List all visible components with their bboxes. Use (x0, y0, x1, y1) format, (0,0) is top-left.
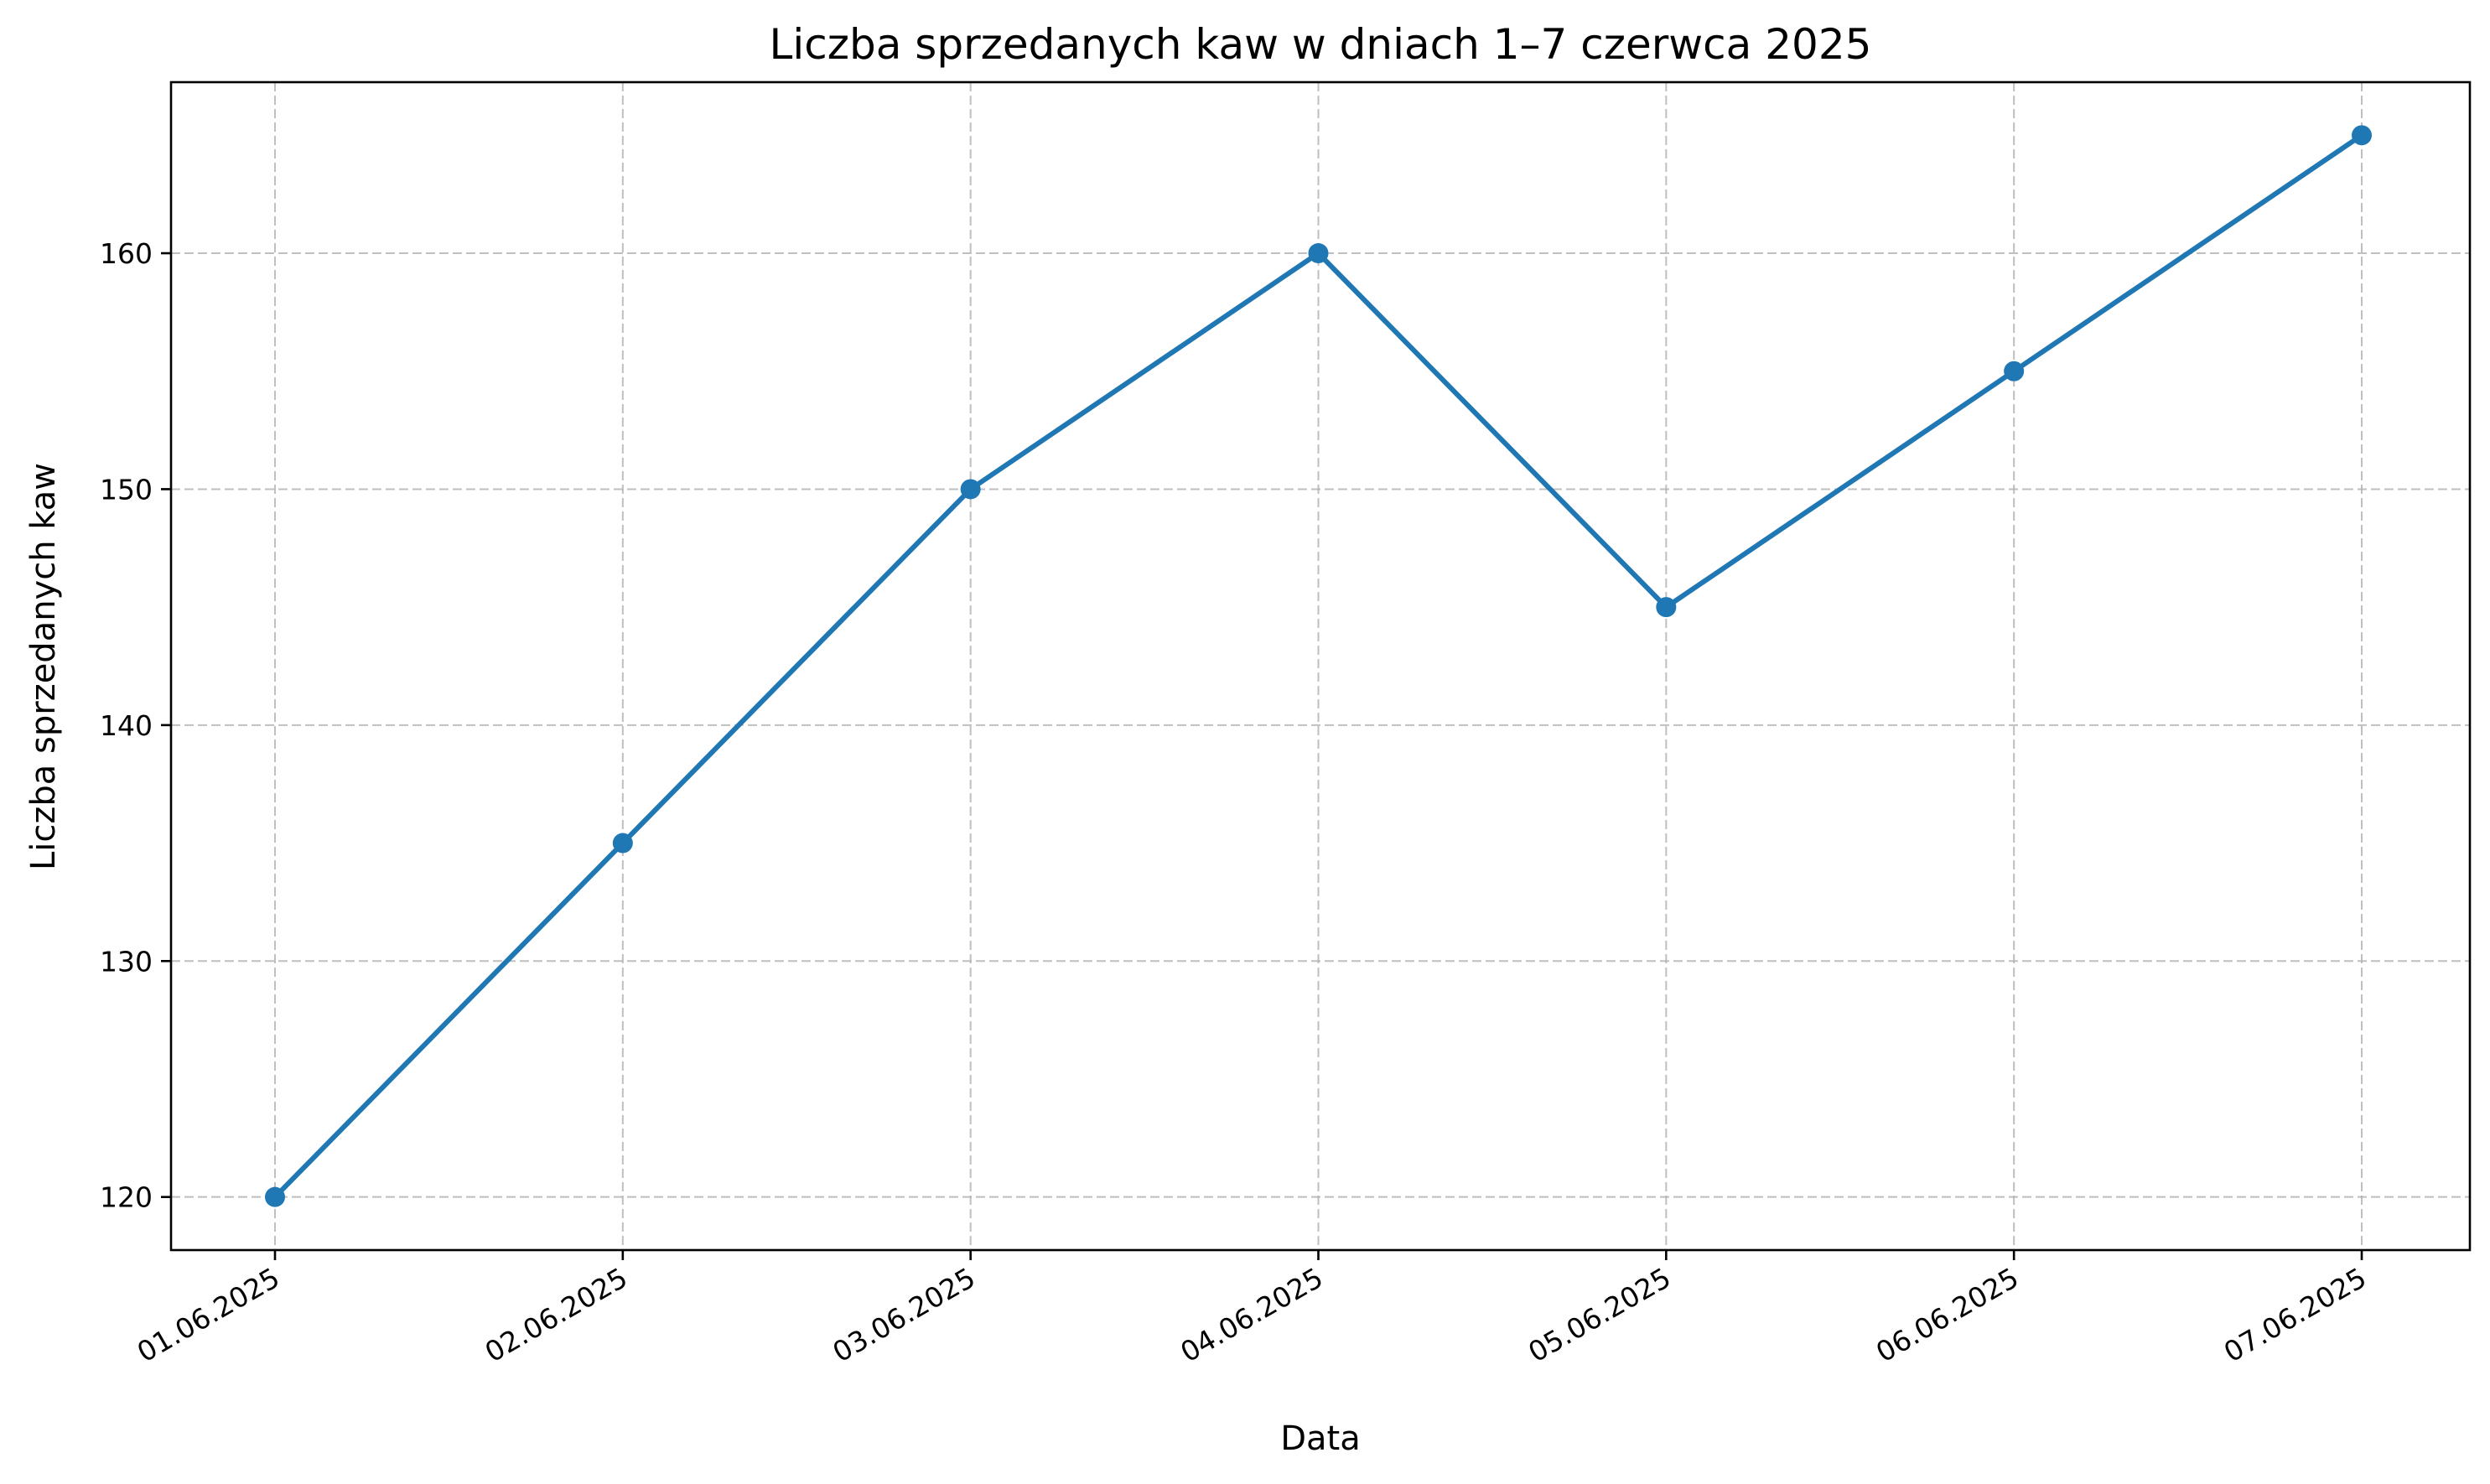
y-tick-label: 130 (100, 945, 153, 978)
data-point (1656, 597, 1677, 618)
x-axis-label: Data (1280, 1419, 1361, 1458)
series-layer (265, 125, 2372, 1207)
chart-title: Liczba sprzedanych kaw w dniach 1–7 czer… (770, 20, 1872, 69)
plot-frame (169, 80, 2472, 1252)
data-point (2352, 125, 2372, 146)
data-point (265, 1186, 285, 1207)
data-point (612, 833, 633, 854)
y-tick-label: 150 (100, 473, 153, 506)
data-point (2004, 361, 2025, 381)
data-point (960, 479, 981, 500)
y-axis-label: Liczba sprzedanych kaw (24, 463, 63, 870)
y-tick-label: 160 (100, 237, 153, 270)
data-point (1308, 243, 1329, 264)
y-tick-label: 140 (100, 709, 153, 742)
y-tick-label: 120 (100, 1181, 153, 1214)
